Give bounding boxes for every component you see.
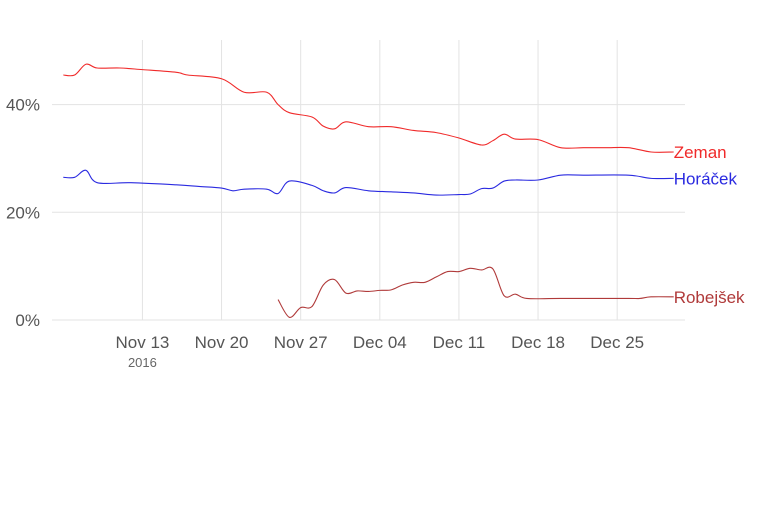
series-label-zeman: Zeman — [674, 143, 727, 162]
series-line-zeman — [63, 63, 674, 153]
series-lines — [63, 63, 674, 318]
x-tick-label: Dec 11 — [433, 333, 486, 352]
series-label-robejsek: Robejšek — [674, 288, 745, 307]
series-label-horacek: Horáček — [674, 169, 738, 188]
y-tick-label: 20% — [6, 203, 40, 222]
grid — [52, 40, 685, 321]
x-tick-label: Dec 25 — [590, 333, 644, 352]
axis-ticks: 0% 20% 40% Nov 13 2016 Nov 20 Nov 27 Dec 04 Dec … — [6, 96, 644, 370]
series-line-horacek — [63, 169, 674, 196]
x-tick-label: Nov 13 — [115, 333, 169, 352]
series-line-robejsek — [277, 266, 674, 318]
x-tick-year-label: 2016 — [128, 355, 157, 370]
x-tick-label: Nov 27 — [274, 333, 328, 352]
y-tick-label: 0% — [15, 311, 40, 330]
x-tick-label: Dec 18 — [511, 333, 565, 352]
x-tick-label: Dec 04 — [353, 333, 407, 352]
x-tick-label: Nov 20 — [195, 333, 249, 352]
series-labels: Zeman Horáček Robejšek — [674, 143, 745, 307]
y-tick-label: 40% — [6, 96, 40, 115]
